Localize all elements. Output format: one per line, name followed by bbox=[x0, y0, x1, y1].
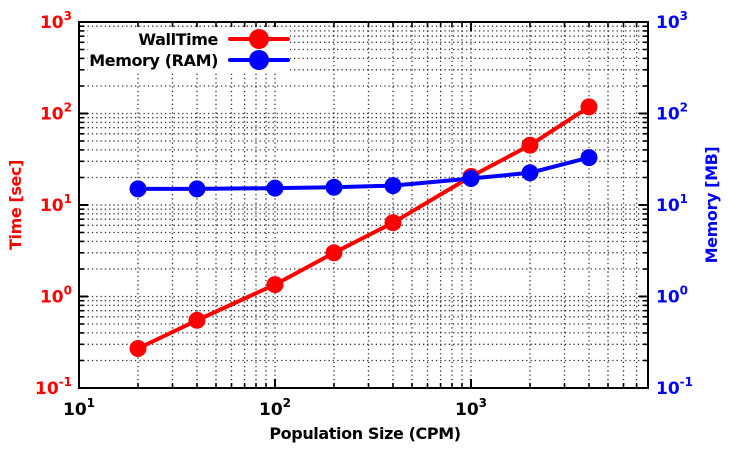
tick-label: 102 bbox=[259, 396, 291, 420]
tick-label: 103 bbox=[656, 9, 688, 33]
series-walltime bbox=[129, 98, 598, 357]
tick-label: 100 bbox=[40, 284, 72, 308]
data-point bbox=[521, 164, 539, 182]
data-point bbox=[580, 98, 598, 116]
legend-sample-memory-ram bbox=[228, 50, 290, 70]
tick-label: 10-1 bbox=[656, 375, 693, 399]
data-point bbox=[188, 180, 206, 198]
tick-label: 102 bbox=[40, 101, 72, 125]
grid bbox=[79, 22, 648, 388]
data-point bbox=[266, 179, 284, 197]
data-point bbox=[325, 178, 343, 196]
tick-label: 103 bbox=[455, 396, 487, 420]
y-axis-title-left: Time [sec] bbox=[6, 160, 25, 250]
data-point bbox=[384, 214, 402, 232]
tick-label: 102 bbox=[656, 101, 688, 125]
tick-label: 101 bbox=[40, 192, 72, 216]
x-axis-tick-labels: 101 102 103 bbox=[63, 396, 487, 420]
legend-label-memory-ram: Memory (RAM) bbox=[89, 50, 218, 70]
legend: WallTime Memory (RAM) bbox=[88, 27, 290, 72]
data-point bbox=[325, 244, 343, 262]
series-memory-ram bbox=[129, 149, 598, 198]
plot-border bbox=[78, 21, 649, 389]
legend-label-walltime: WallTime bbox=[138, 29, 218, 49]
circle-marker-icon bbox=[249, 29, 269, 49]
tick-label: 101 bbox=[63, 396, 95, 420]
tick-label: 101 bbox=[656, 192, 688, 216]
x-axis-title: Population Size (CPM) bbox=[269, 424, 461, 443]
legend-sample-walltime bbox=[228, 29, 290, 49]
tick-label: 103 bbox=[40, 9, 72, 33]
y-axis-right-tick-labels: 10-1 100 101 102 103 bbox=[656, 9, 693, 399]
data-point bbox=[129, 180, 147, 198]
legend-item-memory-ram: Memory (RAM) bbox=[88, 50, 290, 70]
y-axis-left-tick-labels: 10-1 100 101 102 103 bbox=[35, 9, 72, 399]
legend-item-walltime: WallTime bbox=[88, 29, 290, 49]
tick-label: 10-1 bbox=[35, 375, 72, 399]
data-point bbox=[521, 136, 539, 154]
data-point bbox=[188, 311, 206, 329]
data-point bbox=[129, 340, 147, 357]
circle-marker-icon bbox=[249, 50, 269, 70]
data-point bbox=[266, 276, 284, 294]
data-point bbox=[462, 170, 480, 187]
data-point bbox=[384, 177, 402, 195]
tick-label: 100 bbox=[656, 284, 688, 308]
data-point bbox=[580, 149, 598, 167]
y-axis-title-right: Memory [MB] bbox=[702, 146, 721, 264]
